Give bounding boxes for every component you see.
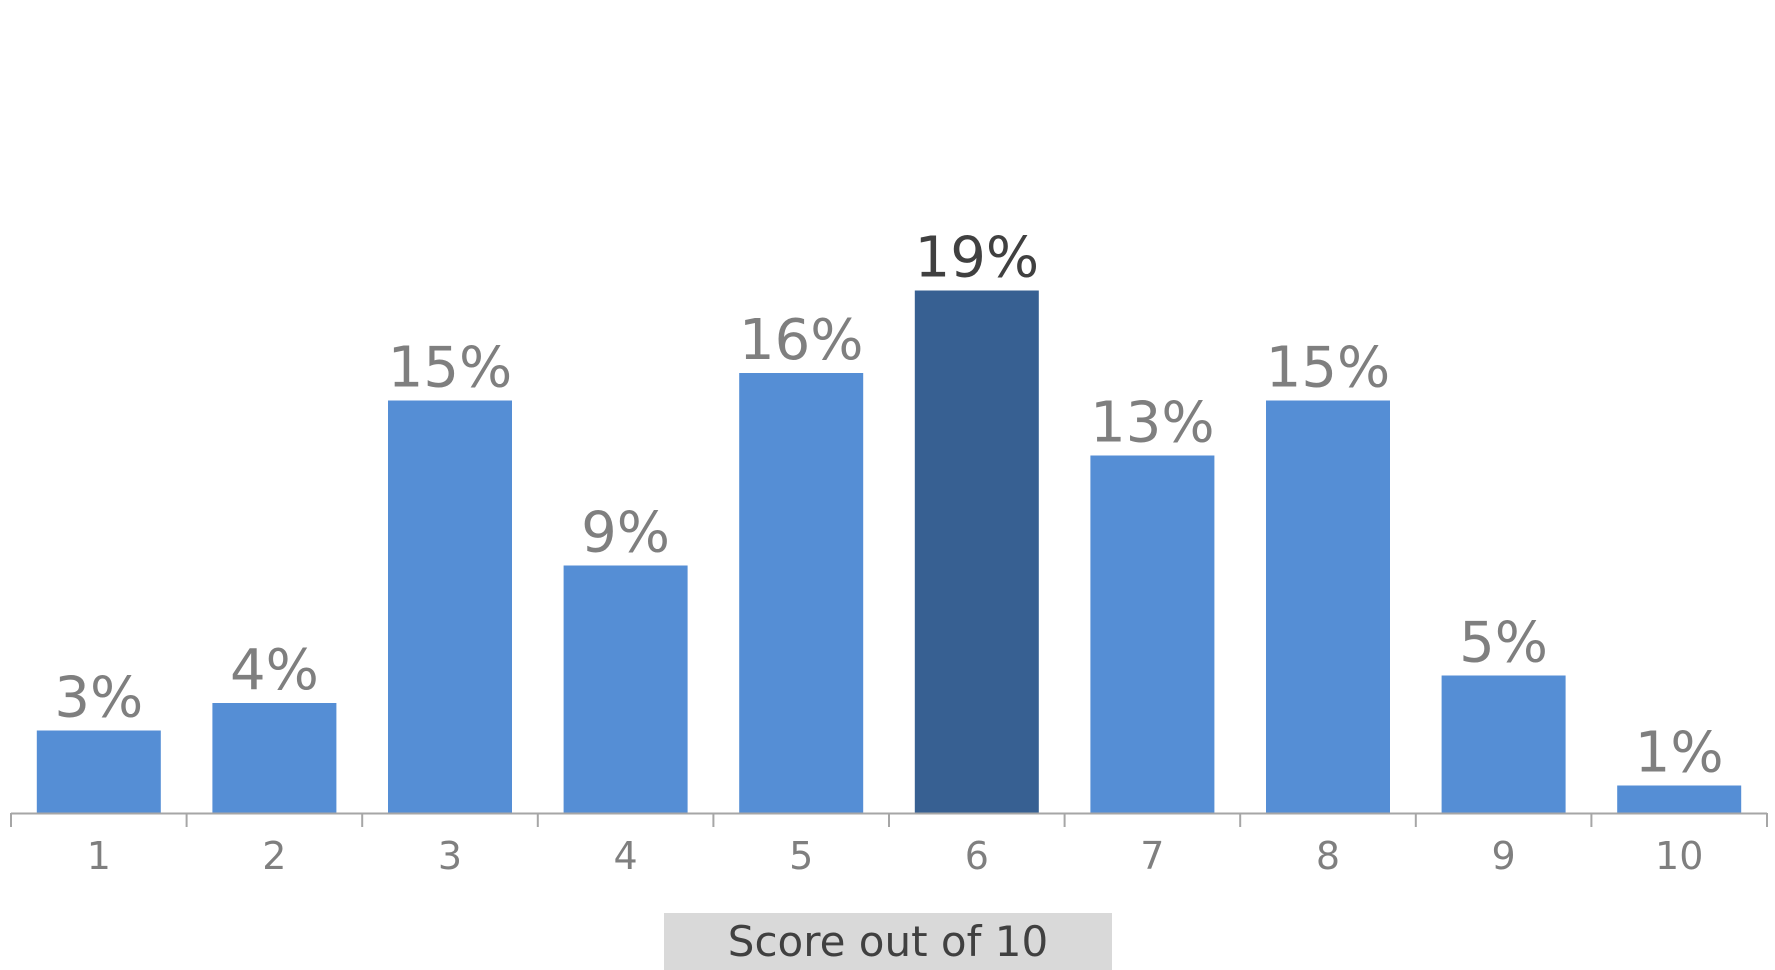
bar-10 bbox=[1617, 785, 1742, 813]
tick-label-1: 1 bbox=[87, 834, 111, 878]
value-label-1: 3% bbox=[54, 666, 143, 731]
value-label-6: 19% bbox=[915, 226, 1039, 291]
tick-label-8: 8 bbox=[1316, 834, 1340, 878]
value-labels-layer: 3% 4% 15% 9% 16% 19% 13% 15% 5% 1% bbox=[54, 226, 1723, 786]
bar-6 bbox=[914, 290, 1039, 813]
tick-label-3: 3 bbox=[438, 834, 462, 878]
value-label-7: 13% bbox=[1090, 391, 1214, 456]
bar-3 bbox=[388, 400, 512, 813]
bar-9 bbox=[1441, 675, 1566, 813]
value-label-4: 9% bbox=[581, 501, 670, 566]
tick-label-5: 5 bbox=[789, 834, 813, 878]
x-tick-labels: 1 2 3 4 5 6 7 8 9 10 bbox=[87, 834, 1704, 878]
bar-4 bbox=[563, 565, 688, 813]
value-label-8: 15% bbox=[1266, 336, 1390, 401]
bar-1 bbox=[36, 730, 161, 813]
bar-5 bbox=[739, 373, 864, 813]
bar-8 bbox=[1266, 400, 1390, 813]
x-axis-title: Score out of 10 bbox=[664, 913, 1112, 970]
tick-label-4: 4 bbox=[614, 834, 638, 878]
value-label-5: 16% bbox=[739, 308, 863, 373]
value-label-3: 15% bbox=[388, 336, 512, 401]
value-label-9: 5% bbox=[1459, 611, 1548, 676]
tick-label-7: 7 bbox=[1140, 834, 1164, 878]
bars-layer bbox=[36, 290, 1742, 813]
tick-label-6: 6 bbox=[965, 834, 989, 878]
value-label-2: 4% bbox=[230, 638, 319, 703]
x-axis bbox=[10, 812, 1768, 827]
bar-7 bbox=[1090, 455, 1215, 813]
tick-label-10: 10 bbox=[1655, 834, 1703, 878]
tick-label-2: 2 bbox=[262, 834, 286, 878]
bar-2 bbox=[212, 703, 337, 813]
tick-label-9: 9 bbox=[1492, 834, 1516, 878]
value-label-10: 1% bbox=[1635, 721, 1724, 786]
